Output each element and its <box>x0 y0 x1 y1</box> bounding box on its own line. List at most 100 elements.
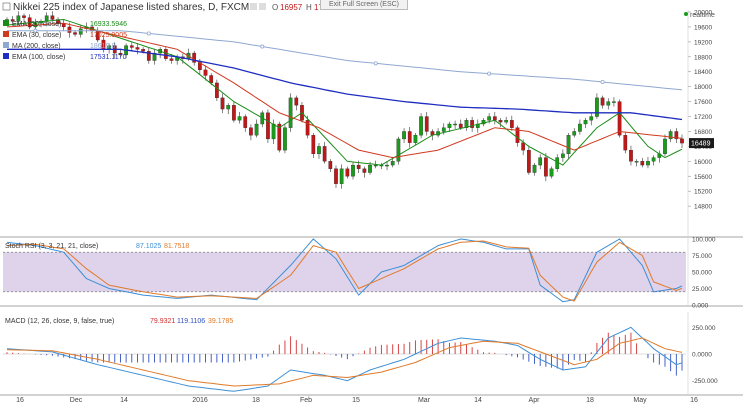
ohlc-o-value: 16957 <box>280 3 303 12</box>
indicator-value: 18619.8 <box>90 43 115 50</box>
candle-body <box>498 120 503 123</box>
candle-body <box>532 164 537 173</box>
candle-body <box>351 164 355 177</box>
candle-body <box>203 69 208 76</box>
candle-body <box>526 149 531 173</box>
macd-signal-line <box>6 337 683 387</box>
current-price-label: 16489 <box>691 141 711 148</box>
stoch-y-tick-label: 25.000 <box>692 286 712 293</box>
candle-body <box>470 120 474 128</box>
candle-body <box>390 161 395 166</box>
y-tick-label: 16800 <box>694 129 712 136</box>
collapse-toggle-icon[interactable] <box>2 2 11 11</box>
candle-body <box>458 123 463 128</box>
candle-body <box>50 15 55 20</box>
y-tick-label: 17200 <box>694 114 712 121</box>
candle-body <box>345 168 350 177</box>
candle-body <box>419 116 423 136</box>
settings-icon[interactable] <box>250 3 257 10</box>
candle-body <box>453 123 457 126</box>
candle-body <box>339 168 344 184</box>
macd-y-tick-label: 0.0000 <box>692 352 712 359</box>
stoch-rsi-pane: 100.000 75.000 50.000 25.000 0.000 Stoch RSI … <box>0 237 743 310</box>
candle-body <box>566 135 571 155</box>
ohlc-o-label: O <box>272 3 278 12</box>
candle-body <box>504 120 509 123</box>
candle-body <box>317 146 321 155</box>
candle-body <box>277 123 282 151</box>
indicator-name: MA (200, close) <box>12 43 61 50</box>
macd-value-1: 79.9321 <box>150 318 175 325</box>
candle-body <box>680 138 684 144</box>
eye-icon[interactable] <box>259 3 266 10</box>
candle-body <box>509 120 514 128</box>
ma200-marker <box>600 80 605 85</box>
candle-body <box>328 161 333 169</box>
x-tick-label: 16 <box>16 397 24 404</box>
candle-body <box>243 116 248 128</box>
candle-body <box>311 135 316 155</box>
y-tick-label: 20000 <box>694 10 712 17</box>
main-pane: 1480015200156001600016400168001720017600… <box>0 10 743 238</box>
exit-fullscreen-button[interactable]: Exit Full Screen (ESC) <box>320 0 408 10</box>
candle-body <box>129 45 134 48</box>
x-tick-label: May <box>633 397 647 404</box>
candle-body <box>288 97 293 128</box>
candle-body <box>73 32 77 35</box>
x-axis: 16 Dec 14 2016 18 Feb 15 Mar 14 Apr 18 May 16 <box>16 397 698 404</box>
candle-body <box>368 164 372 173</box>
chart-title: Nikkei 225 index of Japanese listed shar… <box>13 2 249 13</box>
ohlc-h-label: H <box>306 3 312 12</box>
y-tick-label: 18000 <box>694 84 712 91</box>
candle-body <box>487 116 491 121</box>
y-tick-label: 14800 <box>694 204 712 211</box>
ema30-line <box>6 22 683 159</box>
candle-body <box>407 131 412 143</box>
y-tick-label: 15200 <box>694 189 712 196</box>
candle-body <box>447 123 452 128</box>
candle-body <box>22 15 26 18</box>
indicator-value: 17025.0005 <box>90 32 127 39</box>
macd-line <box>6 326 683 392</box>
candle-body <box>623 135 628 151</box>
candle-body <box>226 105 231 110</box>
macd-value-3: 39.1785 <box>208 318 233 325</box>
ema20-line <box>6 18 683 166</box>
stoch-y-tick-label: 100.000 <box>692 237 716 244</box>
y-tick-label: 18800 <box>694 54 712 61</box>
candle-body <box>78 28 83 35</box>
candle-body <box>283 127 287 151</box>
candle-body <box>668 131 673 140</box>
candle-body <box>322 146 327 162</box>
candle-body <box>663 138 667 155</box>
candle-body <box>135 47 140 50</box>
y-tick-label: 18400 <box>694 69 712 76</box>
y-tick-label: 15600 <box>694 174 712 181</box>
ma200-marker <box>487 71 492 76</box>
candle-body <box>118 52 123 56</box>
candle-body <box>424 116 429 132</box>
macd-y-tick-label: 250.000 <box>692 325 716 332</box>
candle-body <box>595 97 599 117</box>
candle-body <box>373 164 378 167</box>
candle-body <box>646 161 650 166</box>
candle-body <box>544 157 548 177</box>
current-price-label-bg <box>689 138 714 149</box>
stoch-y-tick-label: 75.000 <box>692 253 712 260</box>
x-tick-label: 2016 <box>192 397 208 404</box>
candle-body <box>67 26 72 33</box>
candle-body <box>249 127 253 136</box>
indicator-color-swatch <box>3 20 9 26</box>
y-tick-label: 19600 <box>694 24 712 31</box>
indicator-name: EMA (100, close) <box>12 54 65 61</box>
indicator-value: 17531.1170 <box>90 54 127 61</box>
candle-body <box>334 168 338 184</box>
realtime-dot-icon <box>684 12 688 16</box>
indicator-name: EMA (30, close) <box>12 32 61 39</box>
macd-label: MACD (12, 26, close, 9, false, true) <box>5 318 114 325</box>
x-tick-label: 18 <box>586 397 594 404</box>
candle-body <box>146 51 151 61</box>
candle-body <box>215 82 219 99</box>
stoch-d-line <box>6 240 683 302</box>
